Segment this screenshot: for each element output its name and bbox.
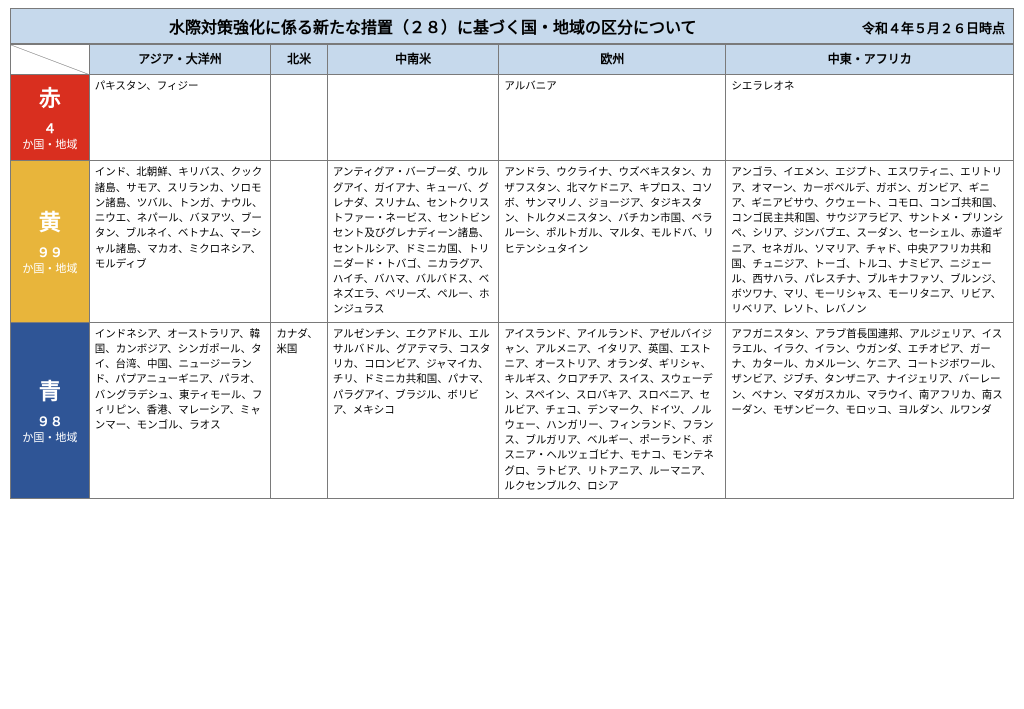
category-count: ９９か国・地域 — [13, 245, 87, 276]
page-date: 令和４年５月２６日時点 — [862, 18, 1005, 37]
cell-asia: パキスタン、フィジー — [89, 75, 271, 161]
cell-na — [271, 161, 328, 322]
header-me: 中東・アフリカ — [726, 45, 1014, 75]
cell-me: シエラレオネ — [726, 75, 1014, 161]
classification-table: アジア・大洋州 北米 中南米 欧州 中東・アフリカ 赤 ４か国・地域パキスタン、フ… — [10, 44, 1014, 499]
header-asia: アジア・大洋州 — [89, 45, 271, 75]
cell-eu: アンドラ、ウクライナ、ウズベキスタン、カザフスタン、北マケドニア、キプロス、コソ… — [499, 161, 726, 322]
corner-cell — [11, 45, 90, 75]
header-na: 北米 — [271, 45, 328, 75]
category-count: ４か国・地域 — [13, 121, 87, 152]
cell-la — [327, 75, 499, 161]
category-cell: 赤 ４か国・地域 — [11, 75, 90, 161]
title-bar: 水際対策強化に係る新たな措置（２８）に基づく国・地域の区分について 令和４年５月… — [10, 8, 1014, 44]
cell-na — [271, 75, 328, 161]
cell-eu: アイスランド、アイルランド、アゼルバイジャン、アルメニア、イタリア、英国、エスト… — [499, 322, 726, 498]
cell-asia: インド、北朝鮮、キリバス、クック諸島、サモア、スリランカ、ソロモン諸島、ツバル、… — [89, 161, 271, 322]
cell-eu: アルバニア — [499, 75, 726, 161]
table-row: 青 ９８か国・地域インドネシア、オーストラリア、韓国、カンボジア、シンガポール、タ… — [11, 322, 1014, 498]
category-label: 青 — [13, 376, 87, 408]
category-cell: 青 ９８か国・地域 — [11, 322, 90, 498]
cell-me: アンゴラ、イエメン、エジプト、エスワティニ、エリトリア、オマーン、カーボベルデ、… — [726, 161, 1014, 322]
cell-asia: インドネシア、オーストラリア、韓国、カンボジア、シンガポール、タイ、台湾、中国、… — [89, 322, 271, 498]
table-row: 赤 ４か国・地域パキスタン、フィジー アルバニアシエラレオネ — [11, 75, 1014, 161]
page-title: 水際対策強化に係る新たな措置（２８）に基づく国・地域の区分について — [169, 14, 697, 38]
cell-la: アンティグア・バーブーダ、ウルグアイ、ガイアナ、キューバ、グレナダ、スリナム、セ… — [327, 161, 499, 322]
category-label: 赤 — [13, 83, 87, 115]
header-la: 中南米 — [327, 45, 499, 75]
category-count: ９８か国・地域 — [13, 414, 87, 445]
cell-me: アフガニスタン、アラブ首長国連邦、アルジェリア、イスラエル、イラク、イラン、ウガ… — [726, 322, 1014, 498]
table-row: 黄 ９９か国・地域インド、北朝鮮、キリバス、クック諸島、サモア、スリランカ、ソロモ… — [11, 161, 1014, 322]
category-label: 黄 — [13, 207, 87, 239]
diagonal-icon — [11, 45, 89, 74]
cell-la: アルゼンチン、エクアドル、エルサルバドル、グアテマラ、コスタリカ、コロンビア、ジ… — [327, 322, 499, 498]
category-cell: 黄 ９９か国・地域 — [11, 161, 90, 322]
header-eu: 欧州 — [499, 45, 726, 75]
cell-na: カナダ、米国 — [271, 322, 328, 498]
